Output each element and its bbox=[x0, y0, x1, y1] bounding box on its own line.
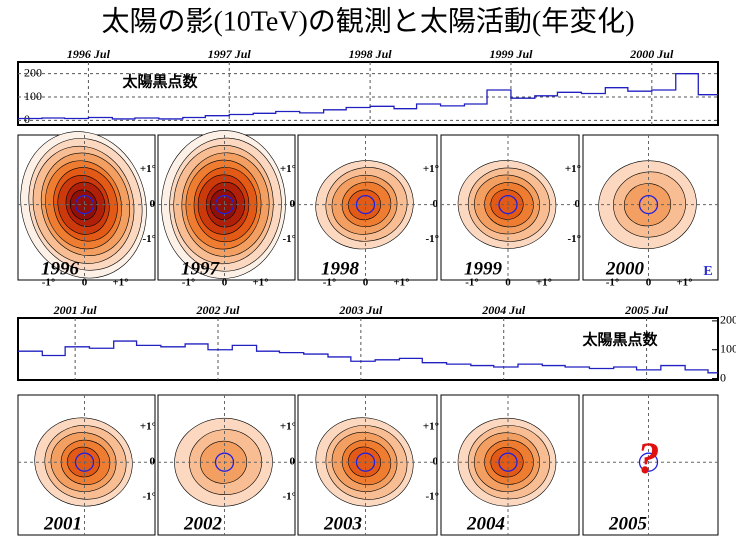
y-axis-label: 0 bbox=[290, 456, 296, 468]
y-axis-label: -1° bbox=[142, 491, 156, 503]
y-axis-label: 0 bbox=[150, 198, 156, 210]
x-axis-label: -1° bbox=[42, 277, 56, 289]
y-tick-label: 200 bbox=[720, 313, 736, 327]
x-tick-label: 2004 Jul bbox=[481, 303, 526, 317]
y-axis-label: +1° bbox=[140, 163, 156, 175]
sun-position bbox=[74, 452, 95, 472]
east-label: E bbox=[703, 264, 712, 279]
x-axis-label: +1° bbox=[536, 277, 552, 289]
year-label: 1998 bbox=[321, 258, 360, 279]
sunspot-line bbox=[18, 340, 718, 374]
contour bbox=[199, 440, 248, 484]
x-axis-label: -1° bbox=[606, 277, 620, 289]
x-axis-label: 0 bbox=[505, 277, 511, 289]
y-axis-label: +1° bbox=[140, 421, 156, 433]
y-axis-label: +1° bbox=[280, 421, 296, 433]
sun-position bbox=[638, 452, 659, 472]
y-axis-label: -1° bbox=[282, 233, 296, 245]
y-axis-label: +1° bbox=[565, 163, 581, 175]
y-axis-label: 0 bbox=[433, 198, 439, 210]
year-label: 1999 bbox=[464, 258, 503, 279]
x-axis-label: -1° bbox=[465, 277, 479, 289]
x-axis-label: -1° bbox=[323, 277, 337, 289]
sun-position bbox=[355, 452, 376, 472]
sun-position bbox=[498, 452, 518, 472]
y-tick-label: 200 bbox=[24, 65, 42, 79]
sun-position bbox=[214, 194, 235, 215]
year-label: 2005 bbox=[608, 513, 648, 534]
x-tick-label: 1999 Jul bbox=[489, 47, 533, 61]
sunspot-line bbox=[18, 73, 718, 120]
y-axis-label: 0 bbox=[433, 456, 439, 468]
year-label: 2001 bbox=[43, 513, 82, 534]
sun-position bbox=[355, 194, 376, 215]
x-axis-label: +1° bbox=[112, 277, 128, 289]
unknown-mark: ? bbox=[638, 433, 660, 482]
y-tick-label: 0 bbox=[720, 370, 726, 384]
x-tick-label: 2003 Jul bbox=[338, 303, 383, 317]
sun-position bbox=[498, 194, 518, 215]
y-axis-label: 0 bbox=[575, 198, 581, 210]
year-label: 2003 bbox=[323, 513, 362, 534]
chart-frame bbox=[17, 317, 719, 381]
x-axis-label: -1° bbox=[182, 277, 196, 289]
x-tick-label: 1996 Jul bbox=[67, 47, 111, 61]
y-axis-label: 0 bbox=[290, 198, 296, 210]
year-label: 1996 bbox=[41, 258, 80, 279]
x-axis-label: +1° bbox=[676, 277, 692, 289]
panel-frame bbox=[582, 394, 719, 536]
x-axis-label: +1° bbox=[393, 277, 409, 289]
x-axis-label: 0 bbox=[82, 277, 88, 289]
year-label: 1997 bbox=[181, 258, 221, 279]
x-tick-label: 1997 Jul bbox=[208, 47, 252, 61]
sun-position bbox=[214, 452, 235, 472]
sun-position bbox=[638, 194, 659, 215]
year-label: 2002 bbox=[183, 513, 223, 534]
x-tick-label: 2002 Jul bbox=[195, 303, 240, 317]
x-axis-label: 0 bbox=[646, 277, 652, 289]
y-axis-label: -1° bbox=[142, 233, 156, 245]
chart-annotation: 太陽黒点数 bbox=[582, 331, 658, 349]
x-axis-label: 0 bbox=[363, 277, 369, 289]
contour bbox=[623, 183, 672, 227]
y-axis-label: +1° bbox=[423, 163, 439, 175]
y-tick-label: 100 bbox=[720, 341, 736, 355]
x-axis-label: +1° bbox=[252, 277, 268, 289]
x-tick-label: 2001 Jul bbox=[53, 303, 98, 317]
y-axis-label: -1° bbox=[425, 491, 439, 503]
chart-frame bbox=[17, 61, 719, 126]
y-axis-label: -1° bbox=[282, 491, 296, 503]
year-label: 2000 bbox=[605, 258, 645, 279]
x-axis-label: 0 bbox=[222, 277, 228, 289]
x-tick-label: 2000 Jul bbox=[629, 47, 674, 61]
slide-title: 太陽の影(10TeV)の観測と太陽活動(年変化) bbox=[101, 5, 634, 37]
y-axis-label: +1° bbox=[423, 421, 439, 433]
chart-annotation: 太陽黒点数 bbox=[122, 73, 198, 91]
y-axis-label: -1° bbox=[567, 233, 581, 245]
contour bbox=[66, 446, 101, 478]
y-axis-label: -1° bbox=[425, 233, 439, 245]
x-tick-label: 2005 Jul bbox=[624, 303, 669, 317]
year-label: 2004 bbox=[466, 513, 505, 534]
x-tick-label: 1998 Jul bbox=[349, 47, 393, 61]
sun-position bbox=[74, 194, 95, 215]
y-axis-label: 0 bbox=[150, 456, 156, 468]
y-tick-label: 100 bbox=[24, 89, 42, 103]
y-axis-label: +1° bbox=[280, 163, 296, 175]
